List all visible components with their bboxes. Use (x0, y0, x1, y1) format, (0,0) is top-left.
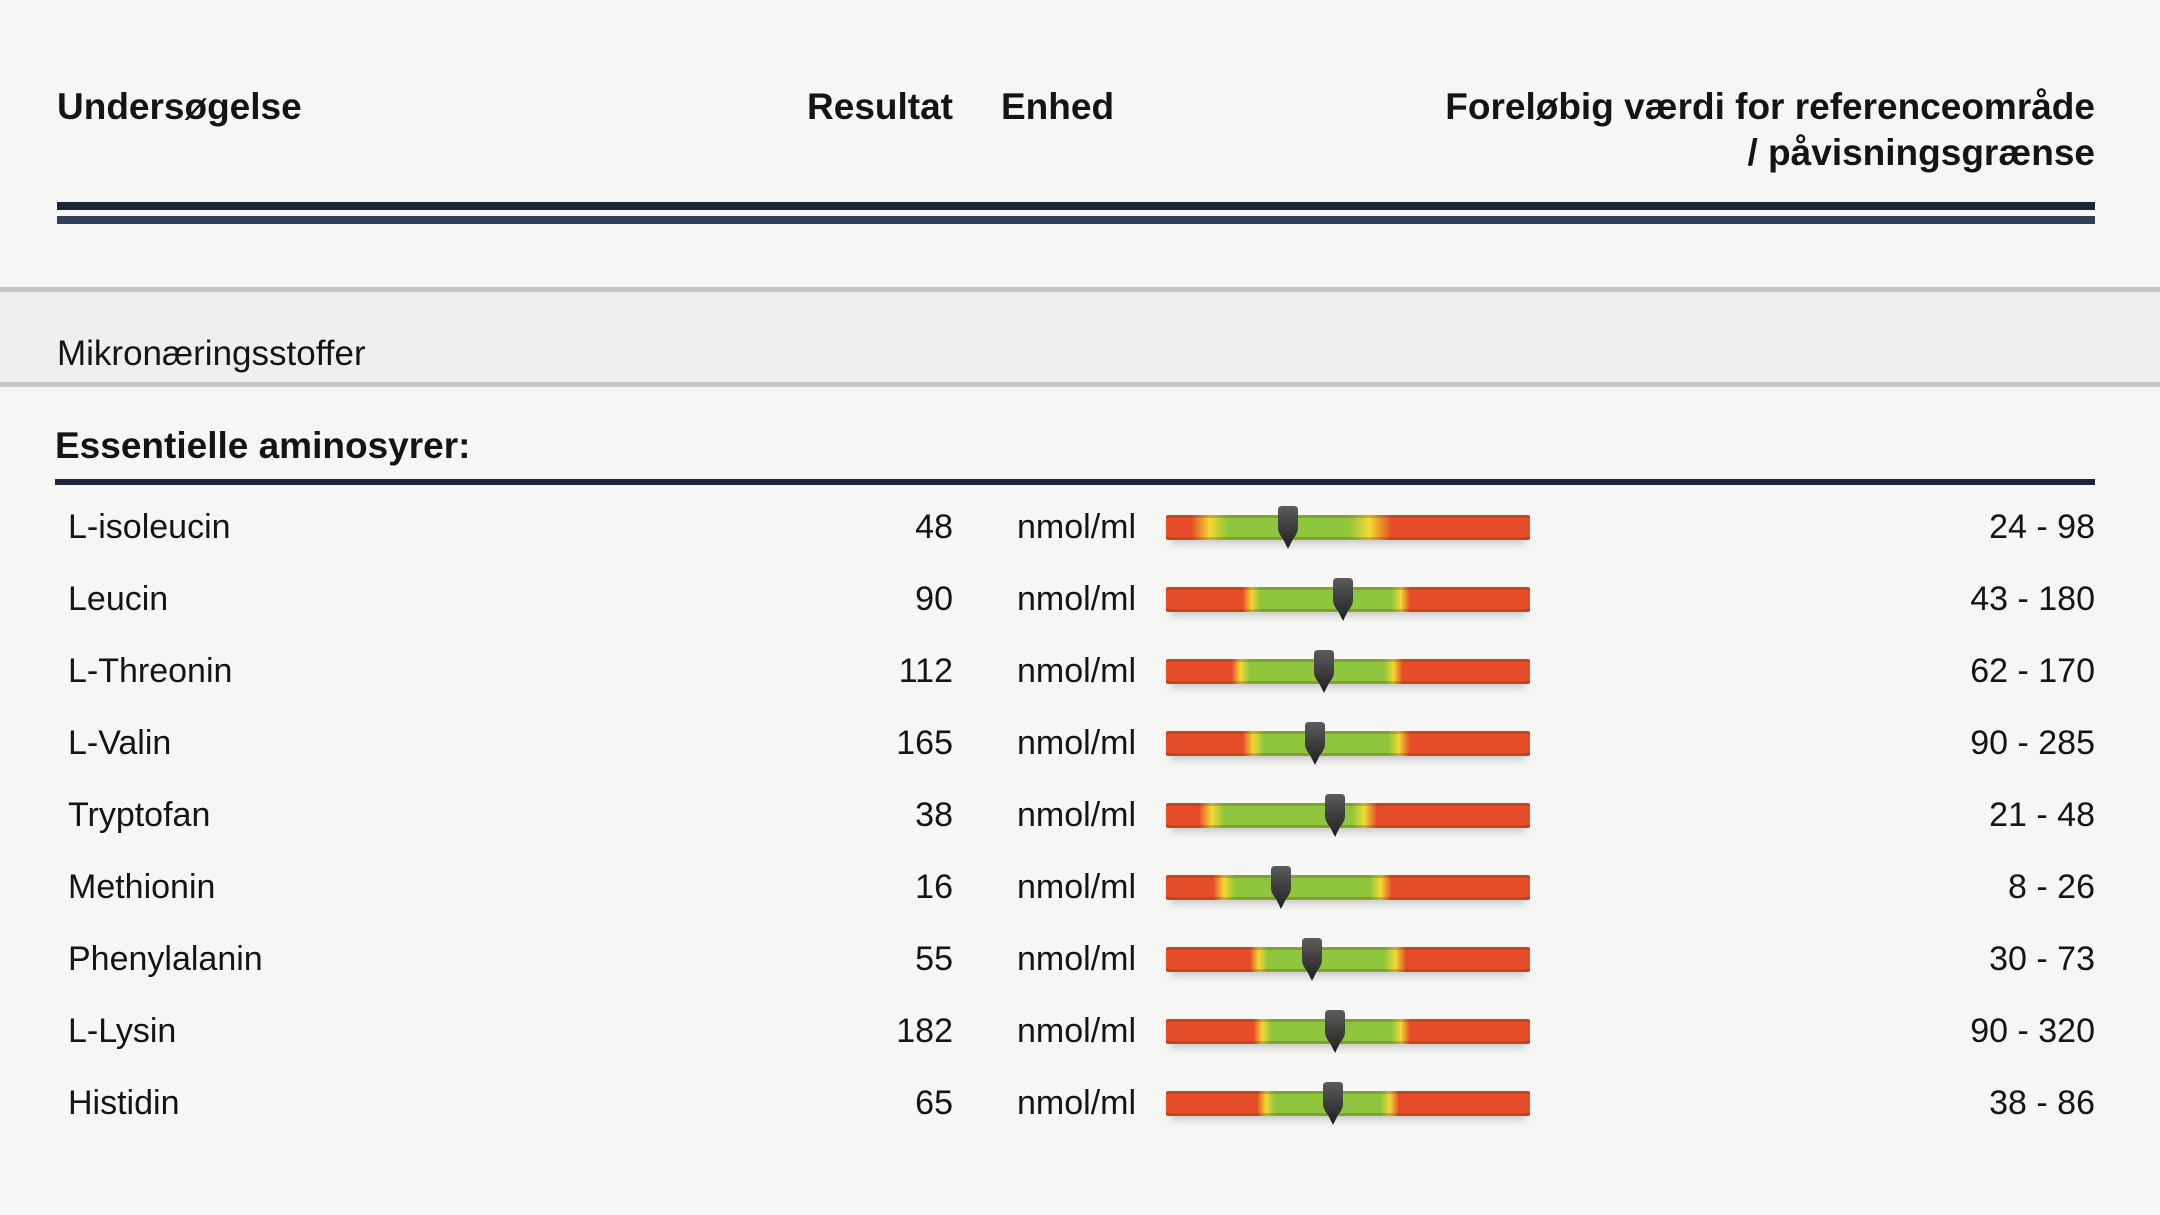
reference-range: 8 - 26 (2008, 867, 2095, 906)
rule-bottom (57, 216, 2095, 224)
result-unit: nmol/ml (1017, 507, 1137, 546)
gauge-marker-icon (1277, 505, 1298, 549)
gauge-marker-icon (1325, 793, 1346, 837)
reference-range: 62 - 170 (1970, 651, 2095, 690)
result-value: 16 (915, 867, 953, 906)
result-unit: nmol/ml (1017, 939, 1137, 978)
group-title: Essentielle aminosyrer: (55, 425, 471, 466)
gauge-bar (1166, 577, 1530, 621)
header-reference-line1: Foreløbig værdi for referenceområde (1445, 86, 2095, 127)
results-table: L-isoleucin 48 nmol/ml 24 - 98 Leucin 90… (0, 485, 2160, 1139)
section-band: Mikronæringsstoffer (0, 287, 2160, 387)
gauge-bar (1166, 1081, 1530, 1125)
analyte-name: L-Threonin (68, 651, 233, 690)
result-value: 165 (896, 723, 953, 762)
reference-range: 21 - 48 (1989, 795, 2095, 834)
reference-gauge (1166, 721, 1530, 765)
result-unit: nmol/ml (1017, 723, 1137, 762)
analyte-name: L-isoleucin (68, 507, 231, 546)
table-row: Methionin 16 nmol/ml 8 - 26 (0, 851, 2160, 923)
reference-range: 43 - 180 (1970, 579, 2095, 618)
gauge-marker-icon (1301, 937, 1322, 981)
table-row: Tryptofan 38 nmol/ml 21 - 48 (0, 779, 2160, 851)
gauge-marker-icon (1332, 577, 1353, 621)
gauge-bar (1166, 505, 1530, 549)
result-unit: nmol/ml (1017, 1011, 1137, 1050)
reference-gauge (1166, 649, 1530, 693)
group-underline (55, 479, 2095, 485)
analyte-name: L-Lysin (68, 1011, 177, 1050)
header-undersogelse: Undersøgelse (57, 86, 302, 127)
table-row: L-Threonin 112 nmol/ml 62 - 170 (0, 635, 2160, 707)
analyte-name: Methionin (68, 867, 216, 906)
result-value: 182 (896, 1011, 953, 1050)
reference-gauge (1166, 1009, 1530, 1053)
gauge-marker-icon (1325, 1009, 1346, 1053)
reference-gauge (1166, 505, 1530, 549)
reference-range: 90 - 320 (1970, 1011, 2095, 1050)
table-row: L-Lysin 182 nmol/ml 90 - 320 (0, 995, 2160, 1067)
gauge-marker-icon (1270, 865, 1291, 909)
analyte-name: Leucin (68, 579, 169, 618)
gauge-marker-icon (1305, 721, 1326, 765)
result-unit: nmol/ml (1017, 867, 1137, 906)
gauge-marker-icon (1323, 1081, 1344, 1125)
header-resultat: Resultat (807, 86, 953, 127)
analyte-name: L-Valin (68, 723, 172, 762)
reference-range: 38 - 86 (1989, 1083, 2095, 1122)
reference-range: 90 - 285 (1970, 723, 2095, 762)
table-header: Undersøgelse Resultat Enhed Foreløbig væ… (0, 0, 2160, 176)
result-value: 55 (915, 939, 953, 978)
result-value: 38 (915, 795, 953, 834)
result-value: 90 (915, 579, 953, 618)
gauge-bar (1166, 1009, 1530, 1053)
reference-gauge (1166, 865, 1530, 909)
table-row: Histidin 65 nmol/ml 38 - 86 (0, 1067, 2160, 1139)
table-row: Phenylalanin 55 nmol/ml 30 - 73 (0, 923, 2160, 995)
header-reference-line2: / påvisningsgrænse (1747, 132, 2096, 173)
result-value: 112 (898, 651, 953, 690)
gauge-bar (1166, 649, 1530, 693)
analyte-name: Phenylalanin (68, 939, 263, 978)
reference-gauge (1166, 1081, 1530, 1125)
analyte-name: Tryptofan (68, 795, 211, 834)
rule-top (57, 202, 2095, 210)
gauge-bar (1166, 865, 1530, 909)
reference-range: 30 - 73 (1989, 939, 2095, 978)
table-row: L-isoleucin 48 nmol/ml 24 - 98 (0, 491, 2160, 563)
section-title: Mikronæringsstoffer (57, 334, 366, 373)
gauge-marker-icon (1314, 649, 1335, 693)
result-unit: nmol/ml (1017, 579, 1137, 618)
reference-range: 24 - 98 (1989, 507, 2095, 546)
result-value: 65 (915, 1083, 953, 1122)
result-unit: nmol/ml (1017, 651, 1137, 690)
reference-gauge (1166, 577, 1530, 621)
result-unit: nmol/ml (1017, 795, 1137, 834)
gauge-bar (1166, 937, 1530, 981)
analyte-name: Histidin (68, 1083, 180, 1122)
result-unit: nmol/ml (1017, 1083, 1137, 1122)
table-row: L-Valin 165 nmol/ml 90 - 285 (0, 707, 2160, 779)
table-row: Leucin 90 nmol/ml 43 - 180 (0, 563, 2160, 635)
header-enhed: Enhed (1001, 86, 1115, 127)
reference-gauge (1166, 937, 1530, 981)
reference-gauge (1166, 793, 1530, 837)
result-value: 48 (915, 507, 953, 546)
gauge-bar (1166, 793, 1530, 837)
gauge-bar (1166, 721, 1530, 765)
header-double-rule (57, 202, 2095, 224)
header-reference: Foreløbig værdi for referenceområde / på… (1166, 84, 2095, 176)
